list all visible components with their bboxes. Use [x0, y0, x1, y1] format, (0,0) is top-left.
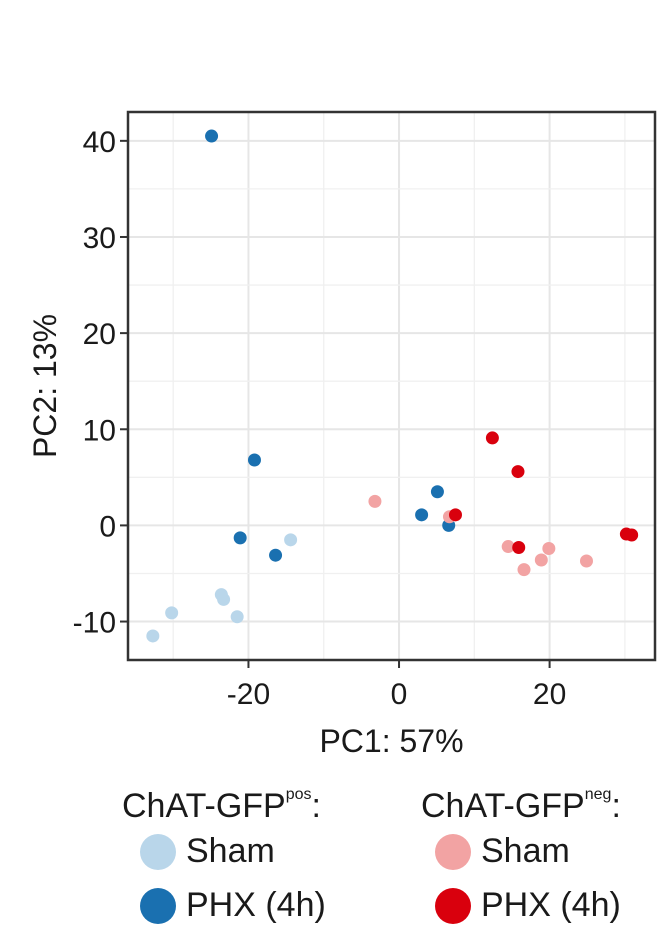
x-tick-label: 20 — [533, 678, 566, 711]
legend-group-neg-title-main: ChAT-GFP — [421, 787, 585, 825]
data-point — [430, 485, 444, 499]
legend-group-pos-title-colon: : — [311, 787, 321, 825]
legend-swatch-pos-sham — [140, 833, 176, 870]
data-point — [230, 610, 244, 624]
y-tick-label: 0 — [99, 510, 116, 543]
data-point — [205, 129, 219, 143]
legend-item-neg-sham: Sham — [435, 832, 570, 871]
legend-swatch-pos-phx — [140, 887, 176, 924]
legend-label-neg-phx: PHX (4h) — [481, 886, 621, 924]
data-point — [165, 606, 179, 620]
axis-ticks: -20 0 20 -10 0 10 20 30 40 — [73, 126, 567, 711]
data-point — [517, 563, 531, 577]
data-point — [415, 508, 429, 522]
legend-label-pos-sham: Sham — [186, 832, 275, 870]
data-points — [146, 129, 639, 643]
legend-swatch-neg-sham — [435, 833, 471, 870]
data-point — [247, 453, 261, 467]
x-axis-title: PC1: 57% — [319, 723, 463, 759]
legend-item-neg-phx: PHX (4h) — [435, 886, 621, 925]
legend-label-pos-phx: PHX (4h) — [186, 886, 326, 924]
data-point — [512, 541, 526, 555]
legend-label-neg-sham: Sham — [481, 832, 570, 870]
legend-swatch-neg-phx — [435, 887, 471, 924]
legend-item-pos-phx: PHX (4h) — [140, 886, 326, 925]
data-point — [269, 548, 283, 562]
data-point — [579, 554, 593, 568]
y-tick-label: -10 — [73, 607, 116, 640]
data-point — [625, 528, 639, 542]
plot-frame — [126, 110, 657, 662]
data-point — [501, 540, 515, 554]
legend-item-pos-sham: Sham — [140, 832, 275, 871]
legend-group-pos-title-main: ChAT-GFP — [122, 787, 286, 825]
data-point — [146, 629, 160, 643]
y-axis-title: PC2: 13% — [27, 314, 63, 458]
y-tick-label: 30 — [83, 222, 116, 255]
y-tick-label: 10 — [83, 414, 116, 447]
data-point — [511, 465, 525, 479]
x-tick-label: 0 — [391, 678, 408, 711]
data-point — [233, 531, 247, 545]
legend-group-neg-title-colon: : — [611, 787, 621, 825]
y-tick-label: 40 — [83, 126, 116, 159]
x-tick-label: -20 — [227, 678, 270, 711]
data-point — [368, 494, 382, 508]
data-point — [448, 508, 462, 522]
y-tick-label: 20 — [83, 318, 116, 351]
data-point — [284, 533, 298, 547]
legend-group-pos-title: ChAT-GFPpos: — [122, 786, 321, 826]
data-point — [542, 541, 556, 555]
legend-group-pos-title-sup: pos — [285, 786, 312, 803]
legend-group-neg-title: ChAT-GFPneg: — [421, 786, 621, 826]
data-point — [485, 431, 499, 445]
legend-group-neg-title-sup: neg — [584, 786, 612, 803]
grid — [128, 112, 655, 660]
data-point — [534, 553, 548, 567]
data-point — [214, 588, 228, 602]
